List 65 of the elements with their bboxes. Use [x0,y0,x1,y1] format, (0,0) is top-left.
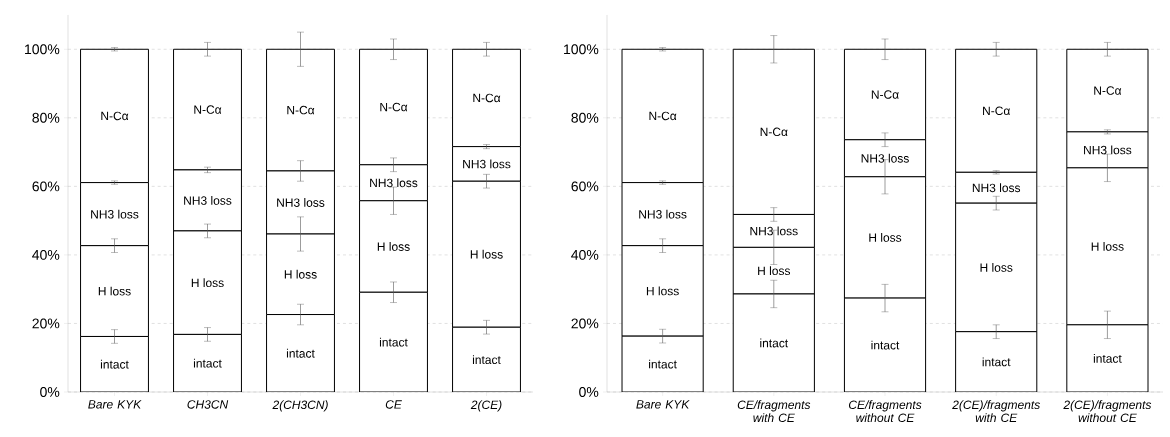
x-tick-label: Bare KYK [88,400,142,409]
text: N-Cα [649,111,677,121]
text: intact [286,348,315,358]
series-label: intact [649,359,677,369]
y-tick-label: 60% [571,181,599,192]
series-label: H loss [758,266,791,276]
text: H loss [191,278,224,288]
x-tick-label: 2(CE)/fragments without CE [1063,400,1152,423]
series-label: H loss [284,269,317,279]
bar [732,293,815,392]
text: NH3 loss [750,226,798,236]
y-tick-label: 20% [571,318,599,329]
text: NH3 loss [184,196,232,205]
text: NH3 loss [639,209,687,219]
series-label: NH3 loss [972,183,1021,193]
text: intact [472,355,501,365]
y-tick-label: 80% [571,112,599,123]
text: N-Cα [760,127,788,137]
x-tick-label: CE [385,400,402,409]
y-tick-label: 80% [32,112,60,123]
text: N-Cα [380,102,408,112]
x-tick-label: 2(CE) [470,400,502,412]
text: H loss [980,263,1013,272]
x-tick-label: Bare KYK [636,400,690,409]
series-label: N-Cα [983,106,1010,116]
text: intact [100,359,129,369]
x-tick-label: 2(CE)/fragments with CE [952,400,1040,423]
text: intact [760,338,789,348]
x-tick-label: 2(CH3CN) [272,400,328,412]
text: H loss [98,286,131,296]
bar [621,335,704,392]
y-tick-label: 100% [25,44,60,55]
y-tick-label: 100% [564,44,599,55]
text: N-Cα [1094,86,1122,95]
text: H loss [377,242,410,251]
x-tick-label: CE/fragments without CE [848,400,922,423]
text: N-Cα [194,105,222,114]
text: NH3 loss [861,153,909,163]
series-label: NH3 loss [277,198,325,207]
text: intact [1093,354,1122,363]
text: NH3 loss [463,159,511,169]
text: NH3 loss [91,209,139,219]
text: H loss [470,249,503,259]
series-label: intact [193,358,222,368]
y-tick-label: 40% [571,249,599,260]
text: intact [871,340,900,350]
series-label: N-Cα [287,105,315,115]
bar [843,297,927,392]
x-tick-label: CE/fragments with CE [737,400,811,423]
text: H loss [646,286,679,296]
y-tick-label: 20% [32,318,60,329]
text: N-Cα [101,111,129,121]
y-tick-label: 60% [32,181,60,192]
text: N-Cα [871,90,899,99]
text: intact [982,357,1011,367]
text: N-Cα [473,93,501,103]
text: NH3 loss [370,178,418,188]
y-tick-label: 40% [32,249,60,260]
x-tick-label: CH3CN [187,400,229,409]
text: intact [379,337,408,347]
y-tick-label: 0% [40,387,60,397]
y-tick-label: 0% [579,387,599,397]
text: H loss [869,233,902,242]
text: H loss [1091,241,1124,251]
text: NH3 loss [1084,145,1132,155]
